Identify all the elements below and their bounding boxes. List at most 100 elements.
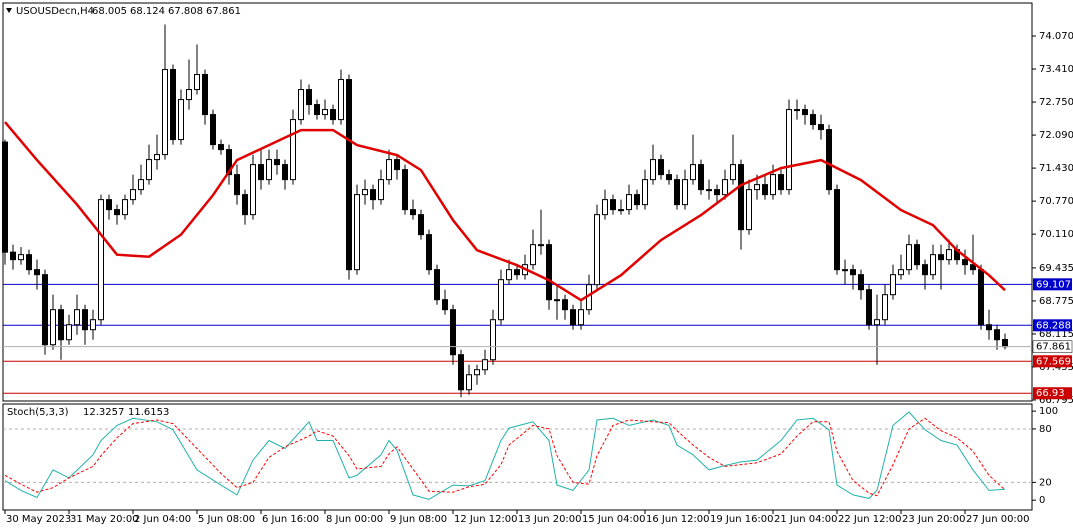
candle-body	[986, 324, 992, 331]
candle-body	[74, 309, 80, 326]
y-tick-label: 68.775	[1039, 296, 1073, 307]
y-tick-label: 69.435	[1039, 263, 1073, 274]
x-tick-label: 9 Jun 08:00	[390, 514, 447, 525]
candle-body	[570, 309, 576, 326]
candle-body	[962, 259, 968, 266]
candle-body	[882, 294, 888, 321]
y-tick-label: 74.070	[1039, 31, 1073, 42]
candle-body	[226, 149, 232, 176]
candle-body	[106, 199, 112, 211]
stoch-value: 12.3257	[83, 407, 124, 418]
candle-body	[970, 264, 976, 271]
stoch-line	[4, 411, 1006, 500]
stoch-title: Stoch(5,3,3)	[7, 407, 69, 418]
candle-body	[754, 184, 760, 191]
candle-body	[642, 179, 648, 206]
candle-body	[802, 109, 808, 116]
y-tick-label: 70.770	[1039, 196, 1073, 207]
candle-body	[82, 309, 88, 331]
candle-body	[362, 189, 368, 196]
candle-body	[850, 269, 856, 276]
candle-body	[162, 69, 168, 156]
candle-body	[58, 309, 64, 341]
candle-body	[922, 264, 928, 276]
candle-body	[706, 189, 712, 192]
candle-body	[346, 79, 352, 271]
candle-body	[426, 234, 432, 271]
candle-body	[42, 274, 48, 346]
y-tick-label: 66.795	[1039, 395, 1073, 406]
candle-body	[730, 164, 736, 181]
candle-body	[194, 74, 200, 91]
menu-icon[interactable]	[6, 8, 12, 13]
candle-body	[978, 269, 984, 326]
candle-body	[170, 69, 176, 141]
candle-body	[866, 289, 872, 326]
candle-body	[498, 279, 504, 321]
candle-body	[314, 104, 320, 116]
candle-body	[722, 179, 728, 196]
candle-body	[450, 309, 456, 356]
candle-body	[658, 159, 664, 176]
candle-body	[386, 159, 392, 181]
ohlc-value: 68.124	[130, 6, 165, 17]
candle-body	[818, 124, 824, 131]
level-label: 69.107	[1036, 279, 1071, 290]
x-tick-label: 5 Jun 08:00	[198, 514, 255, 525]
last-price-box	[1032, 340, 1073, 353]
candle-body	[690, 164, 696, 181]
candle-body	[34, 269, 40, 276]
level-label: 67.569	[1036, 356, 1071, 367]
candle-body	[530, 244, 536, 266]
x-tick-label: 13 Jun 20:00	[518, 514, 582, 525]
y-tick-label: 0	[1039, 495, 1045, 506]
candle-body	[938, 254, 944, 261]
x-tick-label: 12 Jun 12:00	[454, 514, 518, 525]
x-tick-label: 22 Jun 12:00	[838, 514, 902, 525]
candle-body	[90, 319, 96, 331]
candle-body	[114, 209, 120, 216]
y-tick-label: 68.115	[1039, 329, 1073, 340]
candle-body	[594, 214, 600, 286]
ohlc-value: 67.808	[168, 6, 203, 17]
candle-body	[186, 89, 192, 101]
x-tick-label: 27 Jun 00:00	[966, 514, 1030, 525]
last-price-label: 67.861	[1036, 342, 1071, 353]
candle-body	[762, 184, 768, 196]
candle-body	[610, 199, 616, 211]
candle-body	[698, 164, 704, 191]
y-tick-label: 73.410	[1039, 64, 1073, 75]
level-label: 66.93	[1036, 388, 1065, 399]
candle-body	[666, 174, 672, 181]
candle-body	[842, 269, 848, 272]
candle-body	[250, 164, 256, 216]
candle-body	[826, 129, 832, 191]
candle-body	[506, 269, 512, 281]
level-label-box	[1033, 278, 1072, 291]
level-label-box	[1033, 387, 1072, 400]
candle-body	[514, 269, 520, 276]
candle-body	[202, 74, 208, 116]
candle-body	[738, 164, 744, 231]
candle-body	[242, 194, 248, 216]
candle-body	[482, 359, 488, 371]
y-tick-label: 100	[1039, 406, 1058, 417]
candle-body	[338, 79, 344, 121]
x-tick-label: 8 Jun 00:00	[326, 514, 383, 525]
x-tick-label: 30 May 2023	[6, 514, 71, 525]
candle-body	[994, 329, 1000, 341]
candle-body	[138, 179, 144, 191]
candle-body	[458, 354, 464, 391]
y-tick-label: 72.750	[1039, 97, 1073, 108]
symbol: USOUSDecn,H4	[16, 6, 94, 17]
candle-body	[122, 199, 128, 216]
candle-body	[1002, 338, 1008, 348]
candle-body	[490, 319, 496, 361]
candle-body	[354, 194, 360, 271]
candle-body	[18, 254, 24, 261]
candle-body	[378, 179, 384, 201]
moving-average	[4, 121, 1006, 302]
candle-body	[578, 309, 584, 326]
y-tick-label: 80	[1039, 424, 1052, 435]
y-tick-label: 70.110	[1039, 229, 1073, 240]
